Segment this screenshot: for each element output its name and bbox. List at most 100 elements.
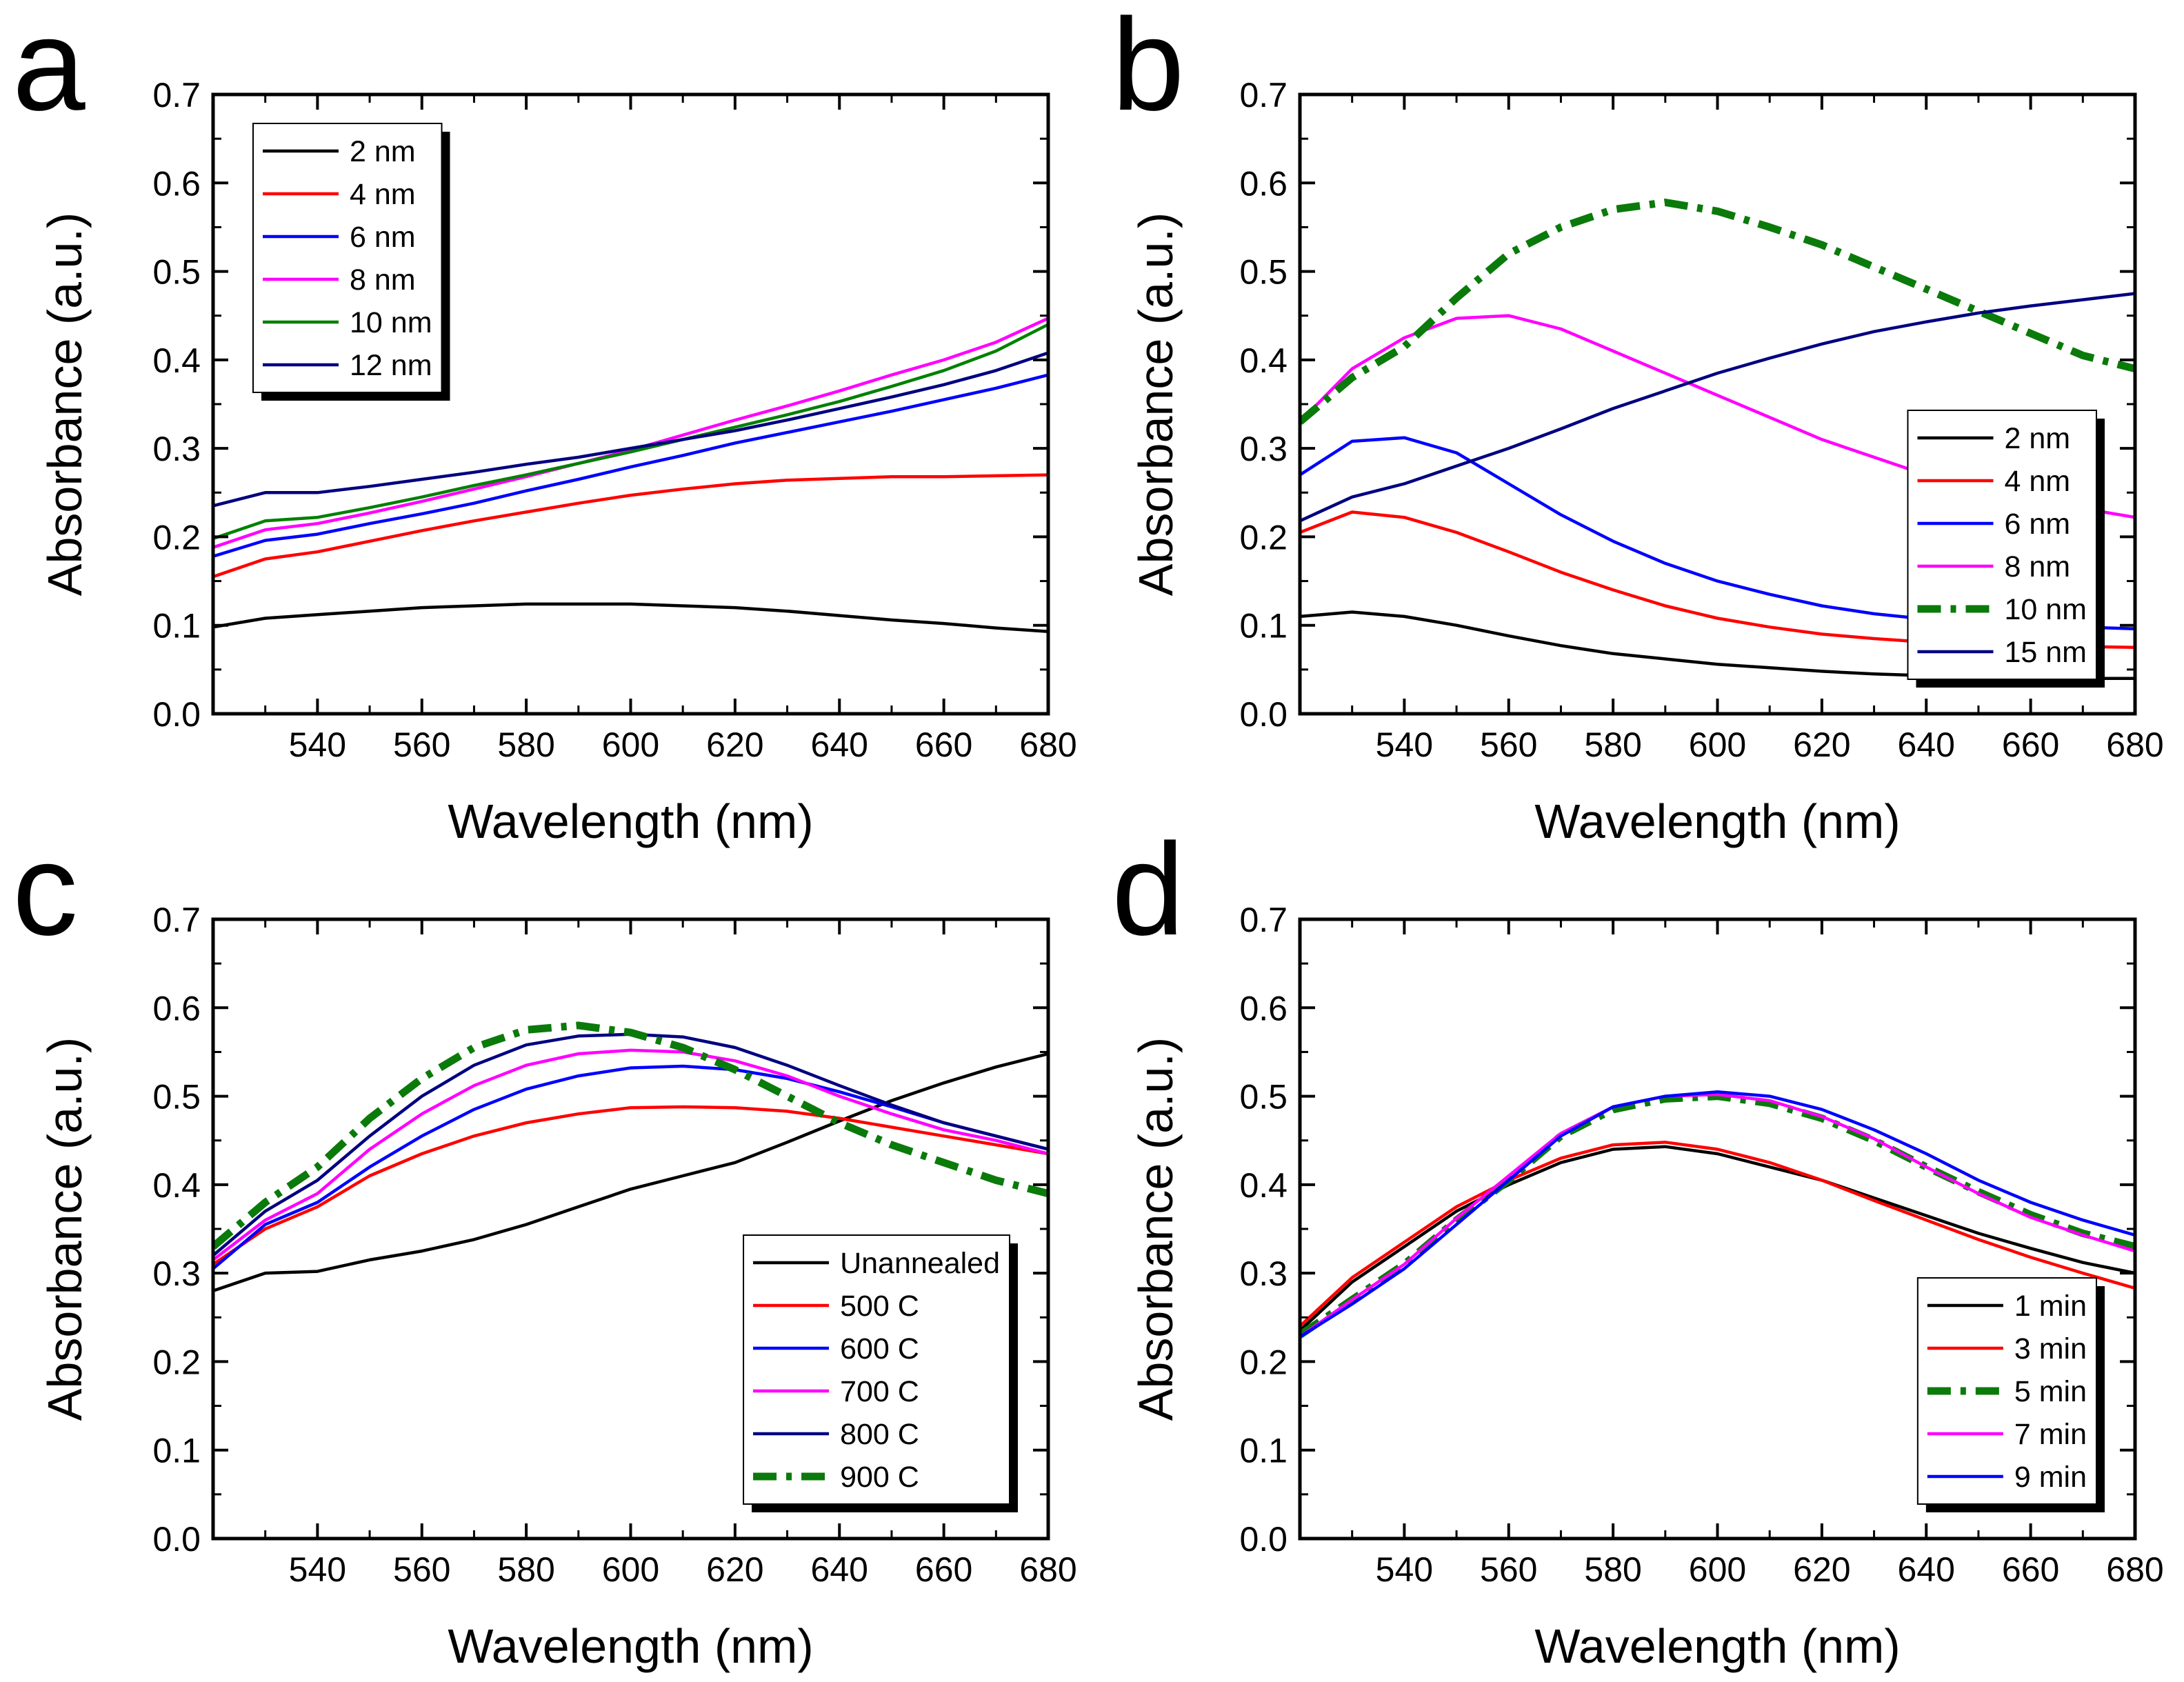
series-line: [1300, 1092, 2135, 1339]
y-tick-label: 0.4: [152, 1166, 201, 1205]
y-tick-label: 0.2: [1239, 1343, 1288, 1381]
y-tick-label: 0.7: [152, 901, 201, 939]
y-tick-label: 0.6: [152, 989, 201, 1028]
legend-label: 4 nm: [350, 178, 416, 211]
legend-label: 12 nm: [350, 349, 432, 382]
y-tick-label: 0.7: [1239, 901, 1288, 939]
legend-box: [1907, 410, 2097, 680]
x-tick-label: 580: [1584, 725, 1641, 764]
x-tick-label: 620: [1793, 725, 1850, 764]
x-tick-label: 640: [811, 1550, 868, 1589]
x-tick-label: 620: [706, 725, 763, 764]
y-tick-label: 0.4: [1239, 1166, 1288, 1205]
y-tick-label: 0.5: [152, 253, 201, 292]
x-tick-label: 660: [915, 1550, 972, 1589]
series-line: [213, 473, 1048, 579]
y-tick-label: 0.0: [1239, 1520, 1288, 1559]
x-tick-label: 680: [1019, 725, 1076, 764]
plot-frame: [211, 92, 1050, 716]
y-tick-label: 0.2: [152, 518, 201, 557]
legend-label: 2 nm: [350, 135, 416, 168]
x-tick-label: 680: [1019, 1550, 1076, 1589]
series-line: [213, 351, 1048, 508]
y-axis-label: Absorbance (a.u.): [1129, 212, 1183, 596]
y-tick-label: 0.1: [152, 1432, 201, 1470]
legend-label: 5 min: [2014, 1375, 2087, 1408]
y-tick-label: 0.4: [152, 341, 201, 380]
x-tick-label: 540: [289, 1550, 346, 1589]
y-tick-label: 0.5: [1239, 1078, 1288, 1117]
y-axis-label: Absorbance (a.u.): [1129, 1037, 1183, 1421]
legend-box: [252, 123, 443, 393]
legend-label: 9 min: [2014, 1461, 2087, 1494]
x-axis-label: Wavelength (nm): [448, 1619, 813, 1673]
x-tick-label: 660: [2002, 725, 2059, 764]
legend-label: 600 C: [840, 1332, 919, 1365]
x-tick-label: 580: [497, 1550, 554, 1589]
legend-label: 900 C: [840, 1461, 919, 1494]
legend-label: 800 C: [840, 1418, 919, 1451]
x-tick-label: 660: [2002, 1550, 2059, 1589]
panel: b Wavelength (nm) Absorbance (a.u.) 540 560 5…: [1112, 0, 2164, 848]
x-tick-label: 540: [289, 725, 346, 764]
y-tick-label: 0.5: [152, 1078, 201, 1117]
legend-label: 2 nm: [2004, 422, 2070, 455]
x-tick-label: 640: [1898, 725, 1955, 764]
y-tick-label: 0.0: [152, 695, 201, 734]
x-tick-label: 600: [1689, 1550, 1746, 1589]
plot-frame: [211, 917, 1050, 1541]
x-tick-label: 680: [2106, 1550, 2163, 1589]
legend-label: 8 nm: [2004, 550, 2070, 583]
series-line: [213, 323, 1048, 541]
y-tick-label: 0.3: [1239, 1254, 1288, 1293]
legend-label: Unannealed: [840, 1247, 1000, 1280]
x-tick-label: 600: [1689, 725, 1746, 764]
legend-label: 3 min: [2014, 1332, 2087, 1365]
series-line: [1300, 1141, 2135, 1328]
series-line: [1300, 1090, 2135, 1339]
x-tick-label: 560: [1480, 1550, 1537, 1589]
legend: 2 nm 4 nm 6 nm 8 nm 10 nm 15 nm: [1907, 410, 2105, 688]
legend-label: 10 nm: [2004, 593, 2087, 626]
panel: a Wavelength (nm) Absorbance (a.u.) 540 560 5…: [12, 0, 1077, 848]
x-tick-label: 580: [1584, 1550, 1641, 1589]
y-tick-label: 0.6: [152, 164, 201, 203]
y-tick-label: 0.1: [1239, 607, 1288, 645]
legend-label: 15 nm: [2004, 636, 2087, 669]
panel-label: b: [1112, 0, 1185, 138]
legend-box: [743, 1234, 1010, 1505]
x-tick-label: 640: [811, 725, 868, 764]
x-tick-label: 560: [393, 1550, 450, 1589]
legend-label: 7 min: [2014, 1418, 2087, 1451]
series-line: [1300, 199, 2135, 425]
series-line: [1300, 1145, 2135, 1332]
x-tick-label: 560: [393, 725, 450, 764]
panel: c Wavelength (nm) Absorbance (a.u.) 540 560 5…: [12, 817, 1077, 1673]
x-tick-label: 660: [915, 725, 972, 764]
y-tick-label: 0.0: [152, 1520, 201, 1559]
x-tick-label: 640: [1898, 1550, 1955, 1589]
y-tick-label: 0.3: [152, 1254, 201, 1293]
y-tick-label: 0.0: [1239, 695, 1288, 734]
legend-label: 6 nm: [350, 221, 416, 254]
x-tick-label: 600: [602, 1550, 659, 1589]
x-tick-label: 600: [602, 725, 659, 764]
series-line: [1300, 292, 2135, 523]
y-tick-label: 0.5: [1239, 253, 1288, 292]
legend: 1 min 3 min 5 min 7 min 9 min: [1916, 1277, 2105, 1512]
series-line: [213, 602, 1048, 633]
y-tick-label: 0.1: [1239, 1432, 1288, 1470]
panel-label: c: [12, 817, 78, 963]
legend-label: 500 C: [840, 1290, 919, 1323]
x-tick-label: 680: [2106, 725, 2163, 764]
legend-label: 6 nm: [2004, 508, 2070, 541]
y-tick-label: 0.3: [152, 430, 201, 468]
y-tick-label: 0.1: [152, 607, 201, 645]
series-line: [1300, 1092, 2135, 1339]
x-tick-label: 620: [1793, 1550, 1850, 1589]
legend-label: 1 min: [2014, 1290, 2087, 1323]
x-tick-label: 580: [497, 725, 554, 764]
y-axis-label: Absorbance (a.u.): [38, 212, 92, 596]
plot-frame: [1298, 92, 2137, 716]
